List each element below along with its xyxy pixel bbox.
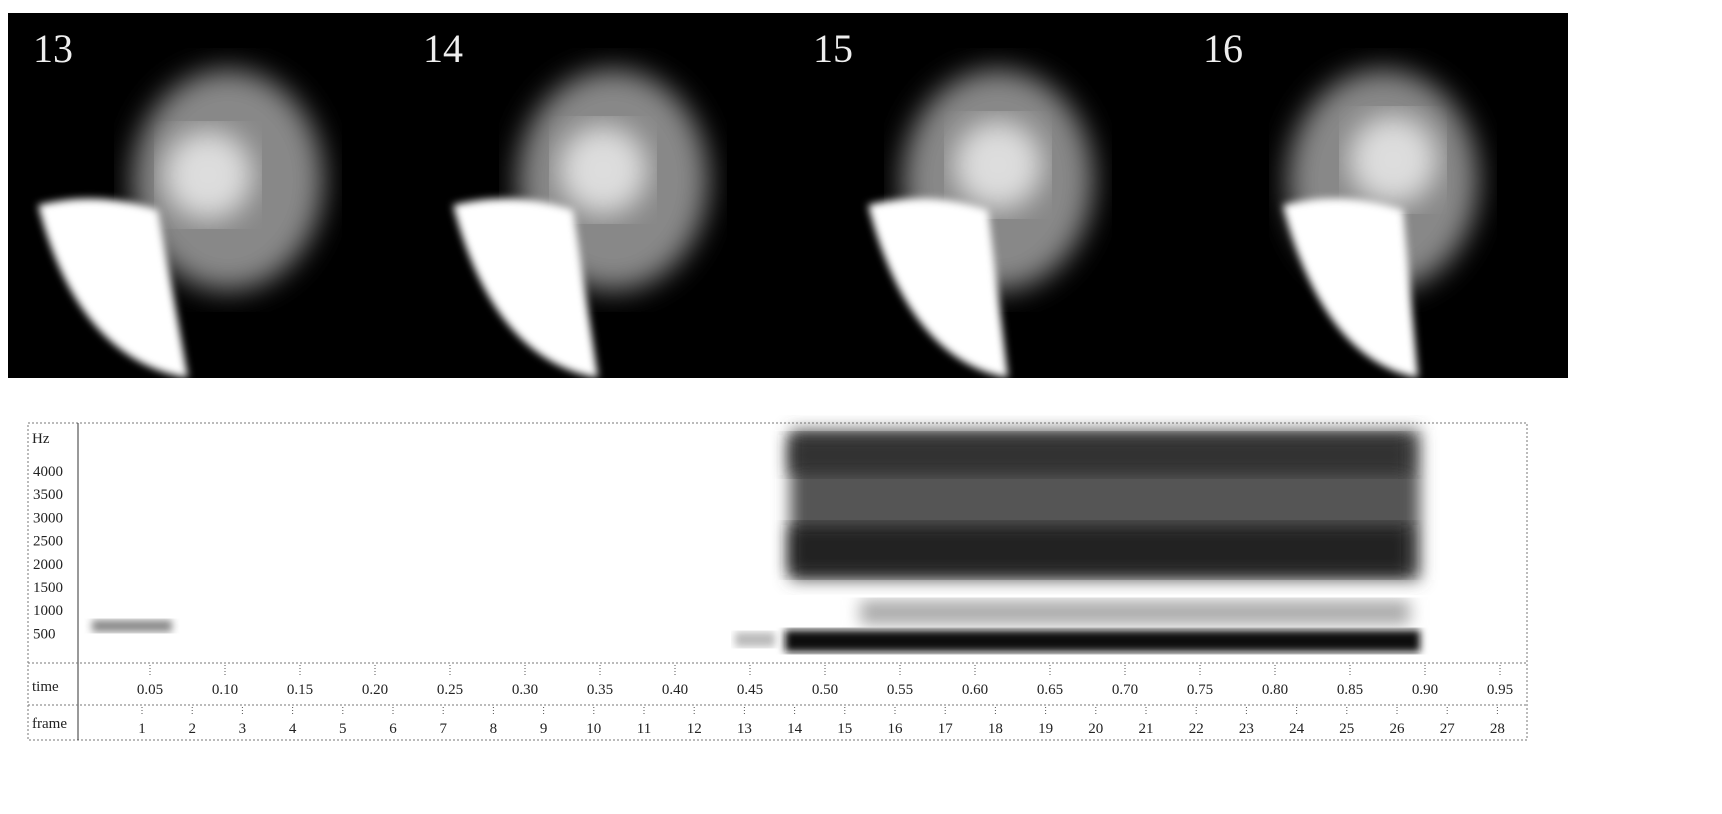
unit-label: Hz [32, 431, 50, 447]
row-label: time [32, 679, 59, 695]
frame-label: 14 [423, 26, 463, 71]
frame-number: 26 [1390, 721, 1406, 737]
frame-number: 28 [1490, 721, 1505, 737]
energy-blob [790, 435, 1410, 475]
time-label: 0.55 [887, 682, 913, 698]
energy-blob [92, 620, 172, 632]
bright-region [953, 120, 1043, 210]
time-label: 0.60 [962, 682, 988, 698]
time-label: 0.25 [437, 682, 463, 698]
time-label: 0.20 [362, 682, 388, 698]
frame-number: 21 [1139, 721, 1154, 737]
time-label: 0.70 [1112, 682, 1138, 698]
frame-label: 13 [33, 26, 73, 71]
frame-number: 19 [1038, 721, 1053, 737]
time-label: 0.15 [287, 682, 313, 698]
frame-number: 14 [787, 721, 803, 737]
frame-number: 12 [687, 721, 702, 737]
mri-frame: 15 [813, 26, 1093, 378]
time-label: 0.50 [812, 682, 838, 698]
frequency-label: 1500 [33, 580, 63, 596]
tongue-shape [453, 198, 598, 378]
bright-region [163, 130, 253, 220]
frame-number: 16 [888, 721, 904, 737]
frame-number: 2 [188, 721, 196, 737]
mri-frame: 13 [33, 26, 323, 378]
time-label: 0.65 [1037, 682, 1063, 698]
mri-frame: 16 [1203, 26, 1478, 378]
time-label: 0.40 [662, 682, 688, 698]
frame-number: 24 [1289, 721, 1305, 737]
frequency-label: 500 [33, 626, 56, 642]
frame-number: 9 [540, 721, 548, 737]
frame-number: 23 [1239, 721, 1254, 737]
frequency-label: 3000 [33, 510, 63, 526]
frame-number: 4 [289, 721, 297, 737]
time-label: 0.95 [1487, 682, 1513, 698]
energy-blob [790, 525, 1410, 575]
frame-number: 8 [490, 721, 498, 737]
frame-number: 11 [637, 721, 651, 737]
frame-number: 10 [586, 721, 601, 737]
frame-number: 6 [389, 721, 397, 737]
time-label: 0.10 [212, 682, 238, 698]
frequency-label: 1000 [33, 603, 63, 619]
energy-blob [735, 632, 775, 647]
frame-number: 13 [737, 721, 752, 737]
time-label: 0.05 [137, 682, 163, 698]
time-label: 0.45 [737, 682, 763, 698]
frequency-label: 4000 [33, 464, 63, 480]
frame-number: 25 [1339, 721, 1354, 737]
frame-number: 15 [837, 721, 852, 737]
row-label: frame [32, 716, 67, 732]
frame-number: 3 [239, 721, 247, 737]
frame-number: 17 [938, 721, 954, 737]
energy-blob [785, 630, 1420, 652]
mri-frame: 14 [423, 26, 708, 378]
tongue-shape [38, 198, 188, 378]
bright-region [558, 125, 648, 215]
bright-region [1348, 115, 1438, 205]
spectrogram-energy [92, 430, 1420, 652]
time-label: 0.80 [1262, 682, 1288, 698]
frequency-label: 2000 [33, 557, 63, 573]
time-label: 0.75 [1187, 682, 1213, 698]
time-label: 0.30 [512, 682, 538, 698]
tongue-shape [1283, 198, 1418, 378]
time-label: 0.90 [1412, 682, 1438, 698]
time-label: 0.85 [1337, 682, 1363, 698]
frame-label: 16 [1203, 26, 1243, 71]
frame-number: 20 [1088, 721, 1103, 737]
frame-number: 27 [1440, 721, 1456, 737]
frequency-label: 3500 [33, 487, 63, 503]
frame-number: 7 [439, 721, 447, 737]
frequency-label: 2500 [33, 534, 63, 550]
frame-number: 22 [1189, 721, 1204, 737]
mri-frames: 13 14 15 16 [33, 26, 1478, 378]
frame-number: 18 [988, 721, 1003, 737]
tongue-shape [868, 198, 1008, 378]
frame-number: 1 [138, 721, 146, 737]
time-label: 0.35 [587, 682, 613, 698]
energy-blob [860, 600, 1410, 625]
frame-number: 5 [339, 721, 347, 737]
frame-label: 15 [813, 26, 853, 71]
